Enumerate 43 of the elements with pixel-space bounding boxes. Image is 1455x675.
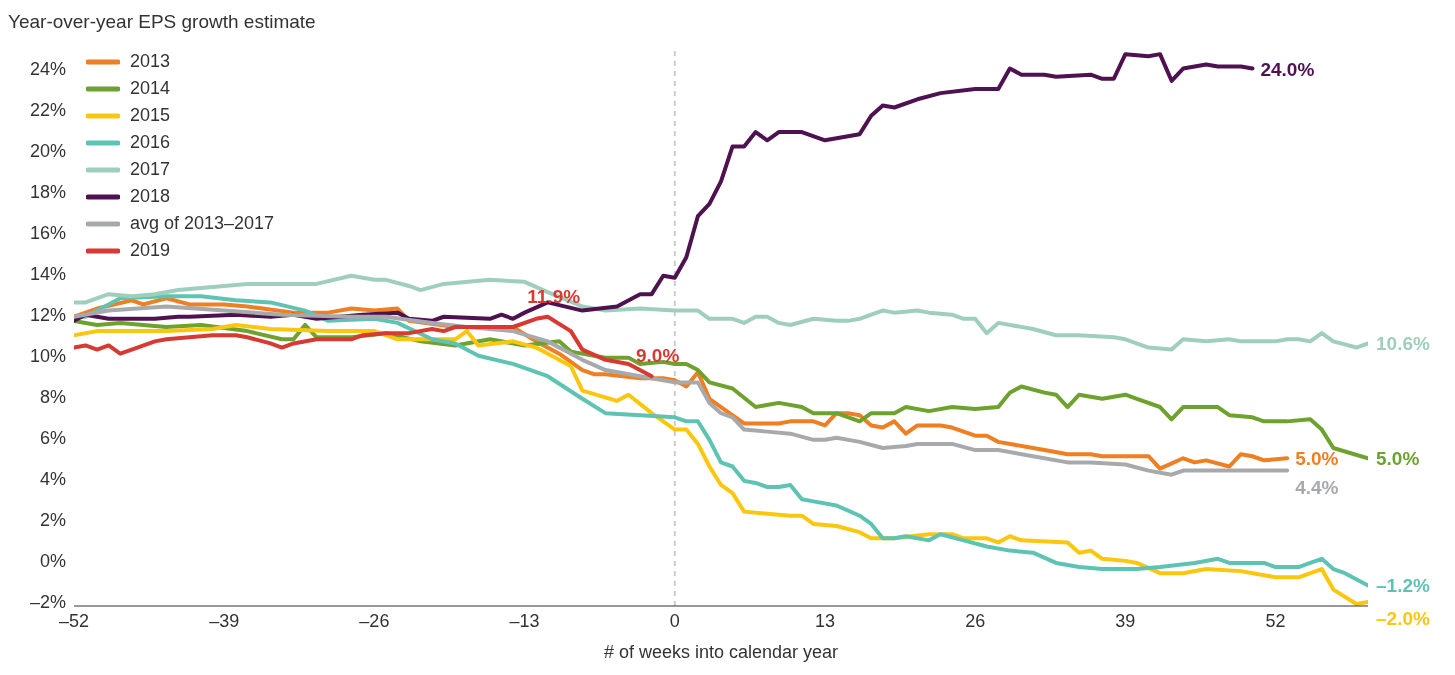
y-tick-label: 22% [29,99,66,120]
x-tick-label: –39 [209,610,240,631]
y-tick-label: 24% [29,58,66,79]
y-tick-label: 2% [39,510,66,531]
annotation: 11.9% [527,285,581,307]
x-tick-label: 0 [669,610,680,631]
annotation: 5.0% [1376,448,1420,470]
legend-label: 2014 [130,78,171,99]
legend-label: 2019 [130,240,171,261]
x-axis-title: # of weeks into calendar year [603,642,839,662]
y-tick-label: 18% [29,181,66,202]
legend-label: avg of 2013–2017 [130,213,275,234]
y-tick-label: 4% [39,469,66,490]
y-tick-label: 0% [39,551,66,572]
legend-label: 2017 [130,159,171,180]
annotation: 4.4% [1295,476,1339,498]
x-tick-label: –13 [509,610,540,631]
legend-label: 2013 [130,51,171,72]
y-tick-label: 6% [39,428,66,449]
y-tick-label: 20% [29,140,66,161]
line-series [74,52,1255,323]
y-tick-label: 16% [29,223,66,244]
y-tick-label: 10% [29,346,66,367]
annotation: 24.0% [1260,58,1315,80]
x-tick-label: 52 [1265,610,1286,631]
legend-label: 2016 [130,132,171,153]
x-tick-label: –52 [58,610,90,631]
y-tick-label: 8% [39,387,66,408]
annotation: 5.0% [1295,448,1339,470]
y-tick-label: 14% [29,264,66,285]
legend-label: 2018 [130,186,171,207]
x-tick-label: 26 [965,610,986,631]
y-tick-label: 12% [29,305,66,326]
annotation: 9.0% [636,345,680,367]
annotation: –2.0% [1376,607,1430,629]
x-tick-label: 39 [1115,610,1136,631]
annotation: 10.6% [1376,333,1430,355]
y-tick-label: –2% [29,592,66,613]
legend-label: 2015 [130,105,171,126]
x-tick-label: 13 [814,610,835,631]
chart-title: Year-over-year EPS growth estimate [8,10,317,34]
x-tick-label: –26 [359,610,390,631]
annotation: –1.2% [1376,575,1430,597]
